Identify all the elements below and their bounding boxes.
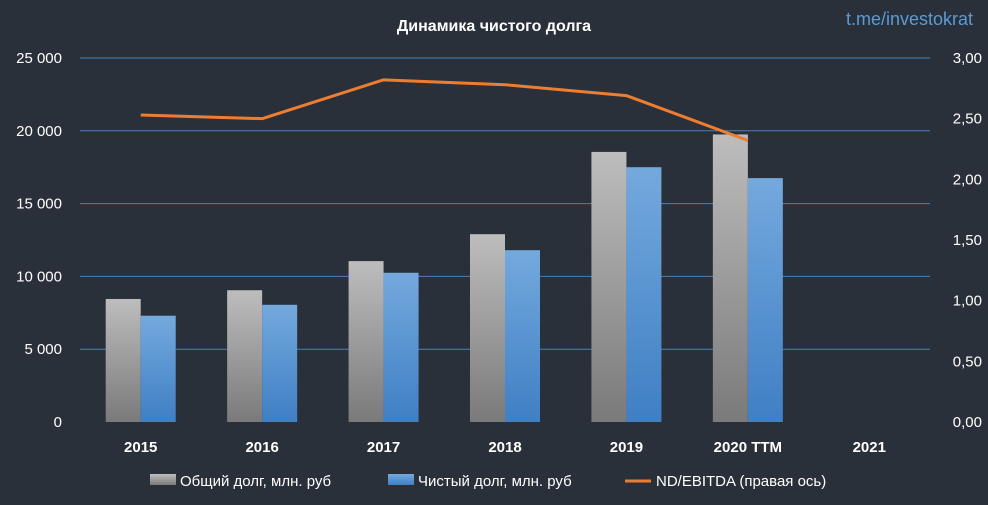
y-left-tick-label: 20 000 [16,123,62,140]
bar-total-debt [712,134,748,422]
y-right-tick-label: 3,00 [953,50,982,67]
y-right-tick-label: 2,00 [953,171,982,188]
bar-net-debt [383,272,419,422]
y-left-tick-label: 25 000 [16,50,62,67]
x-tick-label: 2019 [610,439,643,456]
bar-total-debt [348,261,384,422]
watermark: t.me/investokrat [846,9,973,29]
x-tick-label: 2015 [124,439,157,456]
x-tick-label: 2017 [367,439,400,456]
chart-title: Динамика чистого долга [397,18,591,35]
bar-net-debt [262,304,298,422]
right-axis-ticks: 0,00 0,50 1,00 1,50 2,00 2,50 3,00 [953,50,982,431]
legend-label-nd-ebitda: ND/EBITDA (правая ось) [656,473,826,490]
grid [80,57,930,350]
legend: Общий долг, млн. руб Чистый долг, млн. р… [150,473,826,490]
x-tick-label: 2020 TTM [714,439,782,456]
y-left-tick-label: 0 [54,414,62,431]
nd-ebitda-line-group [140,78,749,142]
legend-swatch-net-debt [388,474,414,485]
bars [105,134,783,423]
bar-net-debt [747,178,783,422]
bar-net-debt [505,250,540,422]
x-tick-label: 2016 [245,439,278,456]
x-tick-label: 2021 [853,439,886,456]
y-right-tick-label: 1,50 [953,232,982,249]
bar-total-debt [105,298,141,422]
legend-item-total-debt: Общий долг, млн. руб [150,473,331,490]
bar-net-debt [140,315,176,422]
bar-total-debt [470,234,505,422]
y-right-tick-label: 2,50 [953,111,982,128]
y-left-tick-label: 10 000 [16,268,62,285]
x-axis-ticks: 2015 2016 2017 2018 2019 2020 TTM 2021 [124,439,886,456]
bar-total-debt [227,290,263,422]
x-tick-label: 2018 [488,439,521,456]
bar-net-debt [626,167,662,422]
bar-total-debt [591,151,627,423]
legend-item-nd-ebitda: ND/EBITDA (правая ось) [625,473,826,490]
y-right-tick-label: 0,50 [953,353,982,370]
y-left-tick-label: 5 000 [24,341,62,358]
y-right-tick-label: 0,00 [953,414,982,431]
legend-label-net-debt: Чистый долг, млн. руб [418,473,572,490]
nd-ebitda-line [140,78,749,142]
left-axis-ticks: 0 5 000 10 000 15 000 20 000 25 000 [16,50,62,431]
y-right-tick-label: 1,00 [953,293,982,310]
legend-item-net-debt: Чистый долг, млн. руб [388,473,572,490]
legend-label-total-debt: Общий долг, млн. руб [180,473,331,490]
legend-swatch-total-debt [150,474,176,485]
y-left-tick-label: 15 000 [16,196,62,213]
